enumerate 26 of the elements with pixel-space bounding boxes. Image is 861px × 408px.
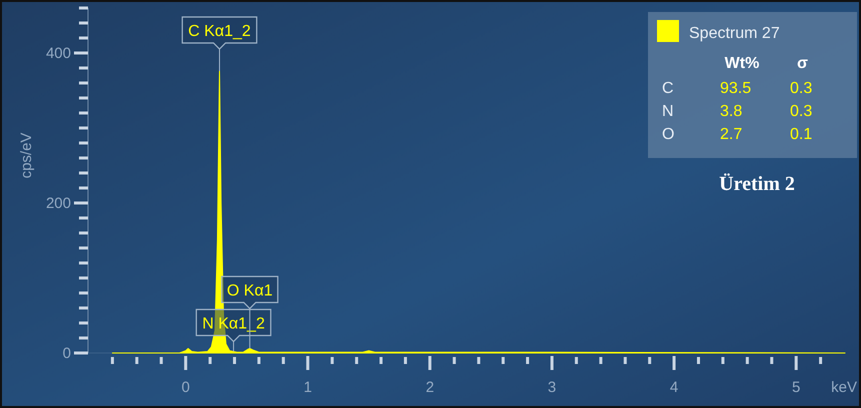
x-tick-label: 1 — [304, 379, 312, 396]
x-tick-label: 4 — [670, 379, 678, 396]
text: σ — [797, 55, 808, 72]
x-tick-label: 0 — [182, 379, 190, 396]
y-tick-label: 200 — [46, 195, 71, 212]
annotation: C Kα1_2 — [188, 23, 251, 40]
data-label: 3.8 — [720, 103, 742, 120]
data-label: 0.3 — [790, 103, 812, 120]
category-label: N — [662, 103, 674, 120]
x-tick-label: 3 — [548, 379, 556, 396]
annotation: O Kα1 — [226, 282, 273, 300]
data-label: 0.1 — [790, 126, 812, 143]
data-label: 0.3 — [790, 80, 812, 97]
category-label: C — [662, 80, 674, 97]
category-label: O — [662, 126, 674, 143]
legend-label: Spectrum 27 — [689, 25, 780, 42]
data-label: 93.5 — [720, 80, 752, 97]
x-tick-label: 2 — [426, 379, 434, 396]
data-label: 2.7 — [720, 126, 742, 143]
text: Wt% — [724, 55, 760, 72]
y-tick-label: 0 — [62, 345, 71, 362]
annotation: Üretim 2 — [719, 173, 795, 195]
x-axis-title: keV — [831, 379, 857, 396]
y-axis-title: cps/eV — [18, 132, 35, 178]
x-tick-label: 5 — [792, 379, 800, 396]
y-tick-label: 400 — [46, 45, 71, 62]
